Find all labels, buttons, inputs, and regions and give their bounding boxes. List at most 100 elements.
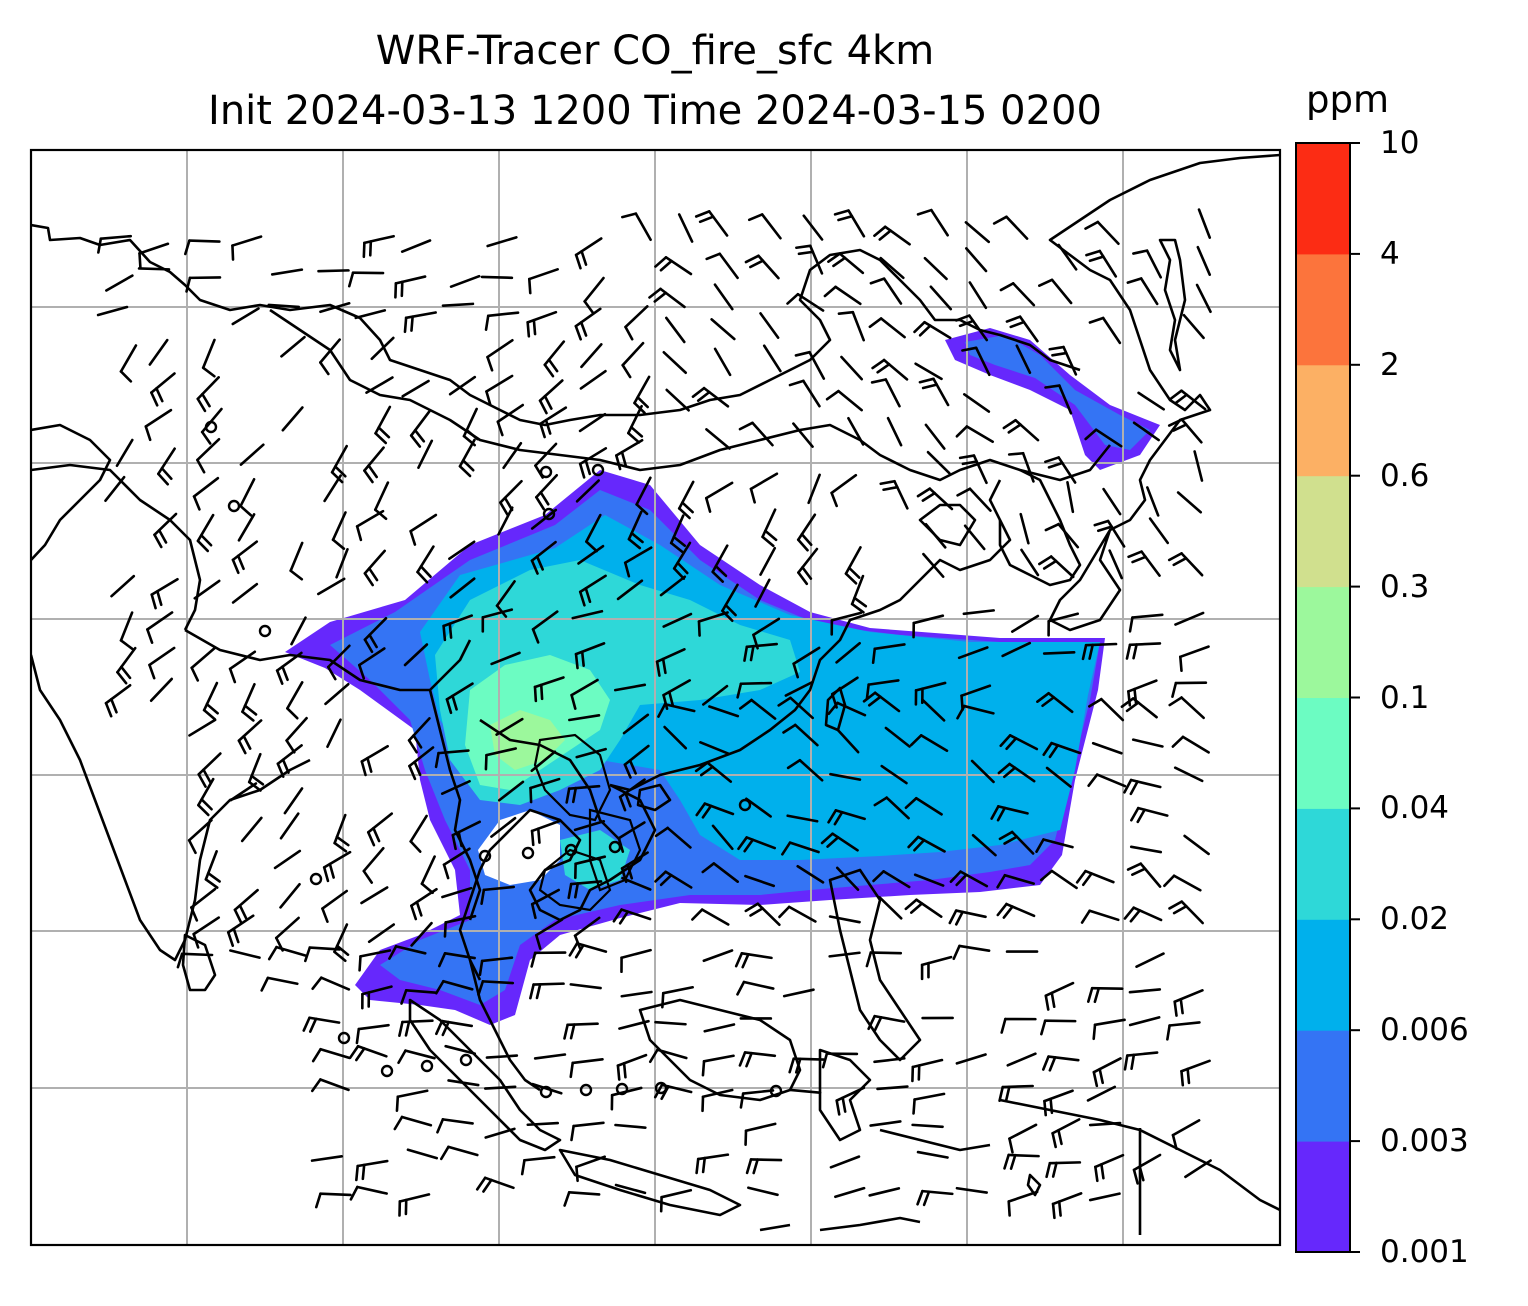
wind-barb-feather: [1085, 249, 1102, 257]
wind-barb: [1174, 611, 1205, 626]
wind-barb-feather: [363, 469, 374, 484]
wind-barb-feather: [990, 805, 1000, 820]
wind-barb-feather: [146, 628, 154, 644]
wind-barb: [1084, 869, 1115, 884]
wind-barb-feather: [1088, 643, 1094, 660]
wind-barb: [229, 782, 258, 802]
wind-barb-feather: [533, 685, 538, 703]
wind-barb: [876, 1085, 909, 1091]
wind-barb-feather: [744, 254, 760, 264]
wind-barb: [485, 747, 517, 757]
wind-barb-feather: [543, 363, 555, 378]
wind-barb: [363, 549, 386, 575]
wind-barb-feather: [695, 802, 707, 817]
wind-barb: [742, 980, 775, 990]
wind-barb-feather: [409, 529, 417, 546]
wind-barb: [279, 882, 301, 909]
wind-barb-feather: [410, 904, 418, 921]
wind-barb-feather: [958, 319, 975, 328]
wind-barb: [968, 314, 989, 342]
wind-barb: [290, 616, 307, 646]
wind-barb-feather: [736, 980, 746, 996]
wind-barb-feather: [1171, 1133, 1178, 1150]
wind-barb-feather: [1088, 255, 1105, 263]
wind-barb-feather: [782, 723, 797, 734]
map-title-line2: Init 2024-03-13 1200 Time 2024-03-15 020…: [208, 88, 1102, 134]
sakhalin-island: [1158, 238, 1187, 372]
wind-barb-feather: [201, 366, 216, 378]
wind-barb-feather: [1123, 778, 1133, 794]
colorbar-segment: [1296, 1030, 1350, 1142]
wind-barb-feather: [624, 791, 632, 808]
wind-barb-feather: [355, 1047, 366, 1062]
wind-barb: [965, 425, 995, 444]
wind-barb: [444, 1044, 477, 1055]
wind-barb: [149, 677, 174, 702]
wind-barb-feather: [348, 1044, 360, 1060]
wind-barb: [759, 312, 780, 339]
wind-barb-feather: [827, 809, 838, 824]
wind-barb-feather: [368, 240, 373, 257]
wind-barb-feather: [302, 1016, 311, 1032]
wind-barb-feather: [794, 350, 811, 357]
wind-barb-feather: [1132, 249, 1149, 255]
wind-barb: [447, 1145, 479, 1157]
wind-barb: [1007, 1190, 1039, 1203]
colorbar-segment: [1296, 697, 1350, 809]
wind-barb: [358, 647, 386, 667]
wind-barb: [1042, 650, 1076, 655]
wind-barb-feather: [196, 539, 210, 553]
wind-barb: [1044, 981, 1075, 998]
wind-barb-feather: [176, 952, 184, 969]
wind-barb: [443, 952, 476, 960]
wind-barb-feather: [1167, 418, 1184, 427]
wind-barb-feather: [231, 244, 235, 261]
wind-barb: [835, 641, 861, 664]
wind-barb: [448, 375, 477, 396]
laos-vietnam-border: [479, 718, 621, 841]
wind-barb-feather: [1037, 278, 1054, 287]
wind-barb: [911, 1123, 944, 1129]
wind-barb-feather: [668, 690, 675, 707]
wind-barb: [923, 256, 948, 281]
wind-barb-feather: [916, 1189, 924, 1206]
wind-barb-feather: [1138, 1165, 1145, 1182]
wind-barb-feather: [120, 665, 132, 680]
wind-barb: [1091, 741, 1123, 755]
wind-barb: [882, 358, 909, 381]
wind-barb: [964, 221, 991, 244]
wind-barb-feather: [97, 237, 103, 254]
wind-barb-feather: [580, 650, 585, 667]
wind-barb: [1050, 741, 1082, 755]
wind-barb-feather: [1044, 384, 1061, 389]
wind-barb-feather: [820, 832, 834, 845]
wind-barb: [374, 405, 392, 435]
wind-barb: [797, 547, 819, 574]
hainan-island: [636, 783, 672, 812]
wind-barb: [962, 393, 991, 413]
wind-barb: [972, 454, 988, 485]
colorbar-tick-label: 0.6: [1380, 457, 1430, 494]
wind-barb: [708, 705, 740, 718]
wind-barb-feather: [413, 760, 422, 777]
wind-barb-feather: [570, 1124, 575, 1142]
wind-barb: [760, 213, 782, 240]
wind-barb-feather: [250, 774, 265, 786]
wind-barb: [622, 713, 650, 735]
wind-barb: [703, 1023, 736, 1033]
wind-barb: [838, 252, 865, 275]
wind-barb-feather: [921, 491, 936, 502]
wind-barb-feather: [872, 870, 885, 883]
wind-barb: [1096, 220, 1120, 246]
wind-barb-feather: [1044, 456, 1060, 464]
wind-barb-feather: [955, 873, 968, 887]
wind-barb: [970, 759, 995, 784]
wind-barb: [110, 574, 136, 598]
wind-barb-feather: [1051, 1161, 1058, 1178]
wind-barb: [440, 779, 471, 795]
wind-barb: [718, 252, 739, 280]
wind-barb: [712, 862, 739, 883]
wind-barb: [496, 403, 525, 424]
wind-barb: [1094, 428, 1123, 448]
wind-barb-feather: [231, 558, 240, 575]
